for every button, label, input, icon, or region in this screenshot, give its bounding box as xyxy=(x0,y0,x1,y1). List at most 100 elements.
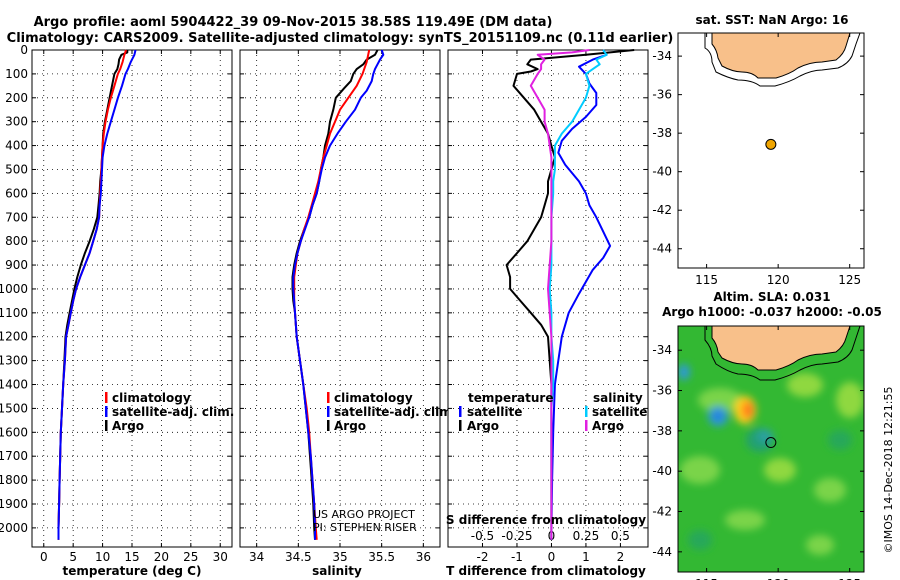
tick-label-y: 800 xyxy=(5,234,28,248)
figure-title-line1: Argo profile: aoml 5904422_39 09-Nov-201… xyxy=(34,15,553,30)
legend-label-climatology: climatology xyxy=(334,391,413,405)
sst-float-marker xyxy=(765,138,777,150)
temperature-legend: climatology satellite-adj. clim. Argo xyxy=(105,391,234,433)
tick-label-y: 1000 xyxy=(0,282,28,296)
legend-label-t-satellite: satellite xyxy=(467,405,522,419)
tick-label-x: 30 xyxy=(213,550,228,564)
figure-title-line2: Climatology: CARS2009. Satellite-adjuste… xyxy=(7,31,674,46)
map-tick-label-y: -42 xyxy=(652,203,672,217)
tick-label-s-difference: 0.5 xyxy=(611,529,630,543)
tick-label-y: 700 xyxy=(5,210,28,224)
legend-title-salinity: salinity xyxy=(593,391,643,405)
tick-label-s-difference: 0.25 xyxy=(573,529,600,543)
difference-xlabel: T difference from climatology xyxy=(446,564,646,578)
tick-label-y: 1900 xyxy=(0,497,28,511)
temperature-panel-frame xyxy=(31,49,233,548)
tick-label-y: 1100 xyxy=(0,306,28,320)
tick-label-x: 1 xyxy=(582,550,590,564)
legend-label-argo: Argo xyxy=(334,419,366,433)
legend-label-s-argo: Argo xyxy=(592,419,624,433)
tick-label-y: 1400 xyxy=(0,378,28,392)
tick-label-x: -2 xyxy=(476,550,488,564)
legend-swatch-argo xyxy=(327,420,330,431)
project-credit-line2: PI: STEPHEN RISER xyxy=(313,521,417,534)
tick-label-x: 15 xyxy=(124,550,139,564)
series-line-satellite-adj-clim- xyxy=(57,49,137,540)
map-tick-label-y: -36 xyxy=(652,88,672,102)
sst-map-frame xyxy=(677,32,865,269)
sla-isobath-line xyxy=(704,326,861,381)
tick-label-x: 25 xyxy=(183,550,198,564)
imos-credit: ©IMOS 14-Dec-2018 12:21:55 xyxy=(882,387,895,554)
salinity-xlabel: salinity xyxy=(312,564,362,578)
legend-label-s-satellite: satellite xyxy=(592,405,647,419)
legend-swatch-satellite xyxy=(327,406,330,417)
map-tick-label-y: -40 xyxy=(652,464,672,478)
sla-map: Altim. SLA: 0.031 Argo h1000: -0.037 h20… xyxy=(652,290,881,580)
tick-label-y: 1300 xyxy=(0,354,28,368)
tick-label-y: 100 xyxy=(5,67,28,81)
map-tick-label-y: -38 xyxy=(652,424,672,438)
sst-map: sat. SST: NaN Argo: 16 115 120 125 -34 -36 -3… xyxy=(652,13,865,287)
series-line-t-argo xyxy=(505,49,635,540)
tick-label-x: 20 xyxy=(154,550,169,564)
temperature-panel: 0100200300400500600700800900100011001200… xyxy=(0,43,234,578)
map-tick-label-y: -34 xyxy=(652,343,672,357)
salinity-legend: climatology satellite-adj. clim. Argo xyxy=(327,391,456,433)
tick-label-y: 1600 xyxy=(0,425,28,439)
tick-label-y: 900 xyxy=(5,258,28,272)
salinity-panel: 34 34.5 35 35.5 36 salinity climatology sate… xyxy=(239,49,456,578)
sst-coastline-land xyxy=(711,33,851,79)
map-tick-label-y: -44 xyxy=(652,545,672,559)
map-tick-label-x: 125 xyxy=(838,577,861,580)
tick-label-x: 34.5 xyxy=(285,550,312,564)
legend-swatch-satellite xyxy=(105,406,108,417)
tick-label-y: 1700 xyxy=(0,449,28,463)
tick-label-y: 200 xyxy=(5,91,28,105)
legend-title-temperature: temperature xyxy=(468,391,553,405)
tick-label-s-difference: -0.5 xyxy=(471,529,494,543)
tick-label-y: 500 xyxy=(5,162,28,176)
map-tick-label-y: -34 xyxy=(652,49,672,63)
tick-label-y: 2000 xyxy=(0,521,28,535)
temperature-xlabel: temperature (deg C) xyxy=(63,564,202,578)
tick-label-x: 34 xyxy=(249,550,264,564)
tick-label-y: 1200 xyxy=(0,330,28,344)
tick-label-x: 35.5 xyxy=(368,550,395,564)
map-tick-label-y: -38 xyxy=(652,126,672,140)
map-tick-label-y: -42 xyxy=(652,505,672,519)
series-line-s-argo xyxy=(529,49,590,540)
legend-label-t-argo: Argo xyxy=(467,419,499,433)
sla-coastline-land xyxy=(711,326,851,371)
legend-label-satellite: satellite-adj. clim. xyxy=(334,405,456,419)
map-tick-label-x: 125 xyxy=(838,273,861,287)
sla-float-marker xyxy=(765,437,777,449)
tick-label-x: 36 xyxy=(416,550,431,564)
sla-map-frame xyxy=(677,325,865,573)
project-credit-line1: US ARGO PROJECT xyxy=(313,508,415,521)
difference-panel: -2 -1 0 1 2 -0.5 -0.25 0 0.25 0.5 T difference f… xyxy=(446,49,649,578)
sla-map-subtitle: Argo h1000: -0.037 h2000: -0.05 xyxy=(662,305,882,319)
map-tick-label-x: 120 xyxy=(767,273,790,287)
sla-field-anomalies xyxy=(678,364,864,555)
salinity-panel-frame xyxy=(239,49,441,548)
sst-map-title: sat. SST: NaN Argo: 16 xyxy=(695,13,848,27)
tick-label-x: 0 xyxy=(40,550,48,564)
map-tick-label-y: -44 xyxy=(652,242,672,256)
legend-swatch-climatology xyxy=(327,392,330,403)
sst-isobath-line xyxy=(704,33,861,87)
tick-label-x: -1 xyxy=(511,550,523,564)
map-tick-label-y: -36 xyxy=(652,384,672,398)
map-tick-label-y: -40 xyxy=(652,165,672,179)
tick-label-y: 600 xyxy=(5,186,28,200)
difference-legend: temperature satellite Argo salinity sate… xyxy=(459,391,647,433)
tick-label-x: 2 xyxy=(617,550,625,564)
legend-label-argo: Argo xyxy=(112,419,144,433)
tick-label-y: 300 xyxy=(5,115,28,129)
tick-label-s-difference: -0.25 xyxy=(501,529,532,543)
sla-map-title: Altim. SLA: 0.031 xyxy=(713,290,830,304)
series-line-s-satellite xyxy=(548,49,608,540)
salinity-difference-label: S difference from climatology xyxy=(446,513,646,527)
legend-label-satellite: satellite-adj. clim. xyxy=(112,405,234,419)
